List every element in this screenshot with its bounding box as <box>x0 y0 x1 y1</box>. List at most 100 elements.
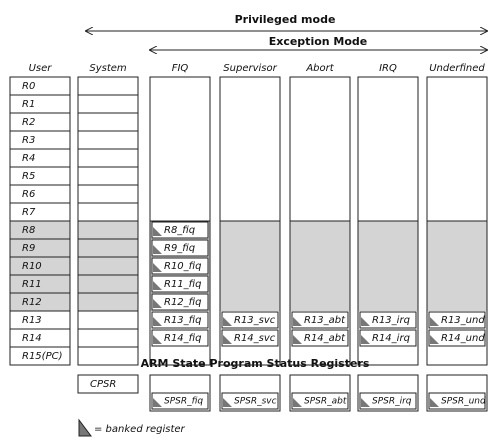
column-header: IRQ <box>379 63 397 74</box>
register-cell <box>9 166 71 186</box>
register-cell <box>77 112 139 132</box>
legend-marker <box>78 418 92 437</box>
banked-marker <box>153 281 162 290</box>
spsr-label: SPSR_svc <box>234 397 277 407</box>
register-label: R3 <box>22 135 35 146</box>
fiq-register-cell <box>151 239 209 257</box>
banked-register-cell <box>428 329 486 347</box>
fiq-register: R14_fiq <box>164 333 201 344</box>
banked-marker <box>430 398 439 407</box>
cpsr-label: CPSR <box>90 379 116 390</box>
register-label: R0 <box>22 81 35 92</box>
register-label: R15(PC) <box>22 351 63 362</box>
banked-register-cell <box>291 311 349 329</box>
banked-marker <box>293 398 302 407</box>
register-cell <box>9 94 71 114</box>
register-label: R13 <box>22 315 42 326</box>
legend-label: = banked register <box>94 424 186 435</box>
fiq-register-cell <box>151 293 209 311</box>
register-label: R14 <box>22 333 42 344</box>
register-label: R12 <box>22 297 42 308</box>
banked-marker <box>223 317 232 326</box>
register-cell <box>77 184 139 204</box>
spsr-label: SPSR_irq <box>372 397 412 407</box>
fiq-register-cell <box>151 221 209 239</box>
fiq-register: R8_fiq <box>164 225 195 236</box>
register-cell <box>77 328 139 348</box>
banked-marker <box>361 317 370 326</box>
banked-register: R14_irq <box>372 333 410 344</box>
fiq-register-cell <box>151 257 209 275</box>
exception-label: Exception Mode <box>269 35 368 48</box>
fiq-register-cell <box>151 275 209 293</box>
shared-band <box>358 221 418 311</box>
cpsr-cell <box>77 374 139 394</box>
register-label: R4 <box>22 153 35 164</box>
banked-marker <box>223 335 232 344</box>
banked-marker <box>361 335 370 344</box>
banked-register-cell <box>221 311 279 329</box>
register-cell <box>9 346 71 366</box>
register-label: R7 <box>22 207 36 218</box>
banked-marker <box>293 317 302 326</box>
register-cell <box>9 130 71 150</box>
fiq-register-cell <box>151 311 209 329</box>
register-cell <box>9 112 71 132</box>
banked-register: R14_svc <box>234 333 276 344</box>
column-header: FIQ <box>172 63 189 74</box>
register-cell <box>77 130 139 150</box>
register-label: R6 <box>22 189 35 200</box>
fiq-register: R10_fiq <box>164 261 201 272</box>
spsr-label: SPSR_abt <box>304 397 347 407</box>
banked-marker <box>153 317 162 326</box>
register-cell <box>9 148 71 168</box>
spsr-cell <box>291 392 349 410</box>
banked-register: R14_und <box>441 333 485 344</box>
column-header: Supervisor <box>223 63 277 74</box>
banked-register: R13_irq <box>372 315 410 326</box>
register-cell <box>77 346 139 366</box>
register-cell <box>77 148 139 168</box>
register-cell <box>77 166 139 186</box>
banked-register-cell <box>428 311 486 329</box>
fiq-register: R9_fiq <box>164 243 195 254</box>
register-cell <box>77 310 139 330</box>
spsr-label: SPSR_fiq <box>164 397 203 407</box>
register-cell <box>9 202 71 222</box>
register-label: R11 <box>22 279 42 290</box>
shared-band <box>427 221 487 311</box>
register-cell <box>77 94 139 114</box>
banked-marker <box>153 398 162 407</box>
banked-marker <box>153 299 162 308</box>
column-header: Underfined <box>429 63 485 74</box>
shared-band <box>220 221 280 311</box>
register-cell <box>77 76 139 96</box>
banked-register: R13_svc <box>234 315 276 326</box>
privileged-label: Privileged mode <box>235 13 336 26</box>
spsr-cell <box>359 392 417 410</box>
spsr-cell <box>221 392 279 410</box>
banked-marker <box>153 335 162 344</box>
spsr-label: SPSR_und <box>441 397 486 407</box>
column-header: User <box>29 63 53 74</box>
shared-band <box>78 221 138 311</box>
psr-title: ARM State Program Status Registers <box>141 357 370 370</box>
shared-band <box>10 221 70 311</box>
spsr-cell <box>151 392 209 410</box>
register-label: R2 <box>22 117 35 128</box>
banked-register: R13_und <box>441 315 485 326</box>
banked-register-cell <box>359 311 417 329</box>
banked-marker <box>153 245 162 254</box>
banked-marker <box>430 335 439 344</box>
register-cell <box>9 76 71 96</box>
column-header: Abort <box>305 63 334 74</box>
register-label: R10 <box>22 261 42 272</box>
register-label: R5 <box>22 171 35 182</box>
banked-marker <box>153 227 162 236</box>
register-label: R1 <box>22 99 35 110</box>
banked-marker <box>293 335 302 344</box>
banked-register: R13_abt <box>304 315 346 326</box>
fiq-register: R12_fiq <box>164 297 201 308</box>
register-label: R8 <box>22 225 35 236</box>
